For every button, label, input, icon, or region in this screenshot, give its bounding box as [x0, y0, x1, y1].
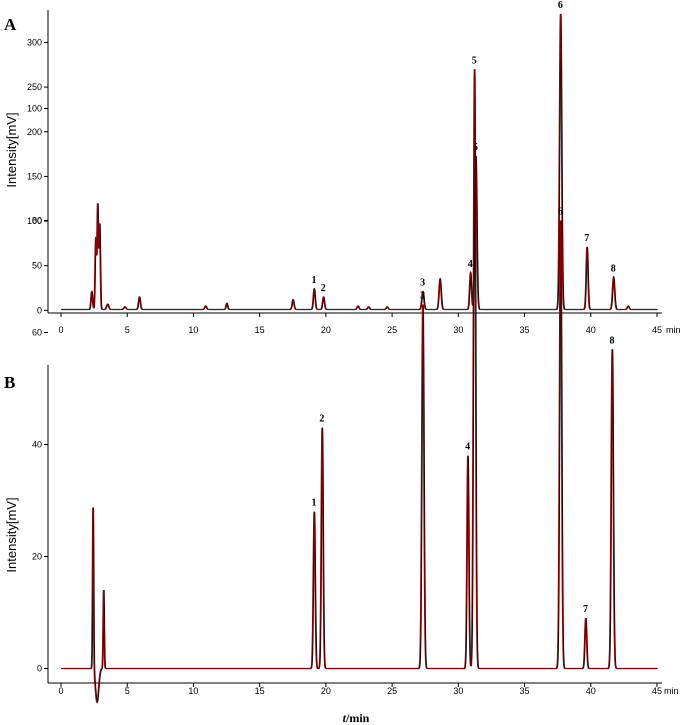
peak-label-8: 8	[611, 263, 616, 274]
peak-label-1: 1	[311, 498, 316, 509]
x-tick-label: 5	[125, 686, 130, 696]
x-tick-label: 5	[125, 325, 130, 335]
peak-label-7: 7	[584, 233, 589, 244]
panel-a-letter: A	[4, 15, 17, 34]
x-tick-label: 25	[387, 686, 397, 696]
panel-a-traces	[61, 13, 658, 311]
y-tick-label: 80	[32, 216, 42, 226]
peak-label-2: 2	[319, 414, 324, 425]
x-tick-label: 35	[520, 686, 530, 696]
y-tick-label: 200	[27, 127, 42, 137]
x-tick-label: 45	[652, 686, 662, 696]
panel-b-x-axis-title: t/min	[343, 711, 370, 725]
panel-b-x-unit-label: min	[664, 686, 679, 696]
trace-sample	[61, 13, 657, 311]
x-tick-label: 0	[58, 325, 63, 335]
y-tick-label: 300	[27, 37, 42, 47]
x-axis-title-unit: /min	[345, 711, 370, 725]
x-tick-label: 40	[586, 686, 596, 696]
peak-label-2: 2	[321, 283, 326, 294]
panel-a-y-axis-label: Intensity[mV]	[4, 112, 19, 187]
y-tick-label: 250	[27, 82, 42, 92]
panel-a-peak-labels: 12 3 4 5 6 7 8	[311, 0, 615, 294]
peak-label-4: 4	[468, 259, 473, 270]
trace-sample	[61, 69, 657, 704]
trace-reference	[61, 69, 658, 704]
x-tick-label: 45	[652, 325, 662, 335]
y-tick-label: 0	[37, 664, 42, 674]
peak-label-7: 7	[583, 604, 588, 615]
x-axis-title-variable: t	[343, 711, 347, 725]
x-tick-label: 20	[321, 325, 331, 335]
panel-a-chromatogram: A Intensity[mV] 0 5 10 15 20 25 30 35 40 45050100…	[4, 0, 681, 335]
y-tick-label: 40	[32, 440, 42, 450]
y-tick-label: 100	[27, 104, 42, 114]
y-tick-label: 60	[32, 328, 42, 338]
peak-label-1: 1	[311, 275, 316, 286]
y-tick-label: 0	[37, 305, 42, 315]
panel-a-x-unit-label: min	[666, 325, 681, 335]
x-tick-label: 30	[453, 686, 463, 696]
x-tick-label: 0	[58, 686, 63, 696]
x-tick-label: 10	[188, 325, 198, 335]
x-tick-label: 30	[453, 325, 463, 335]
x-tick-label: 15	[255, 686, 265, 696]
peak-label-3: 3	[420, 278, 425, 289]
panel-b-y-axis-label: Intensity[mV]	[4, 497, 19, 572]
y-tick-label: 100	[27, 216, 42, 226]
panel-b-chromatogram: B Intensity[mV] 0 5 10 15 20 25 30 35 40 45020406…	[4, 55, 679, 725]
y-tick-label: 20	[32, 552, 42, 562]
y-tick-label: 50	[32, 261, 42, 271]
peak-label-6: 6	[558, 207, 563, 218]
x-tick-label: 35	[520, 325, 530, 335]
x-tick-label: 15	[255, 325, 265, 335]
panel-b-letter: B	[4, 373, 15, 392]
peak-label-4: 4	[465, 442, 470, 453]
peak-label-6: 6	[558, 0, 563, 11]
x-tick-label: 40	[586, 325, 596, 335]
x-tick-label: 25	[387, 325, 397, 335]
x-tick-label: 20	[321, 686, 331, 696]
y-tick-label: 150	[27, 171, 42, 181]
peak-label-8: 8	[609, 335, 614, 346]
peak-label-5: 5	[472, 55, 477, 66]
x-tick-label: 10	[188, 686, 198, 696]
peak-label-3: 3	[420, 291, 425, 302]
trace-reference	[61, 13, 658, 311]
panel-b-traces	[61, 69, 658, 704]
